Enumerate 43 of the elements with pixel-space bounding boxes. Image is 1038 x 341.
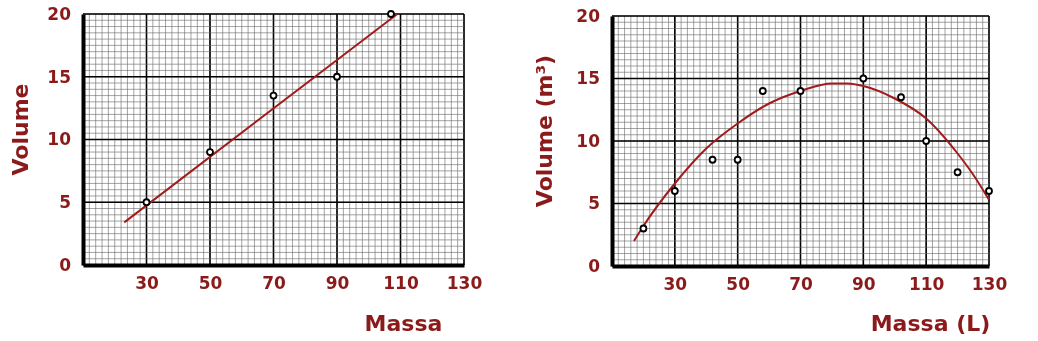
point [953,168,962,177]
x-tick-label: 50 [198,273,223,294]
x-tick-label: 30 [135,273,159,294]
point [859,74,868,83]
point [758,87,767,95]
x-tick-label: 50 [726,274,751,295]
y-tick-label: 20 [576,5,601,26]
y-axis-title: Volume (m³) [532,54,557,208]
y-tick-label: 20 [47,3,72,24]
x-axis-title: Massa (L) [870,311,991,336]
y-tick-label: 5 [588,193,600,214]
x-tick-label: 30 [663,274,688,295]
y-tick-label: 10 [576,130,601,151]
x-tick-label: 130 [446,273,483,294]
point [333,72,341,81]
point [387,10,395,18]
x-tick-label: 90 [325,273,350,294]
point [708,155,717,164]
y-axis-title: Volume [8,83,33,176]
y-tick-label: 0 [59,254,72,275]
point [639,224,648,233]
point [733,155,742,164]
x-tick-label: 70 [789,274,813,295]
y-tick-label: 10 [47,129,72,150]
point [922,137,931,145]
x-tick-label: 90 [852,274,876,295]
x-tick-label: 130 [971,274,1008,295]
point [670,187,679,195]
point [985,187,993,195]
point [142,198,151,207]
x-tick-label: 110 [383,273,419,294]
x-tick-label: 70 [262,273,286,294]
point [206,148,214,156]
point [897,93,905,102]
x-axis-title: Massa [364,311,443,336]
y-tick-label: 15 [47,66,71,87]
point [796,87,805,95]
line-series [632,82,990,242]
y-tick-label: 0 [588,255,601,276]
y-tick-label: 5 [59,192,71,213]
y-tick-label: 15 [576,68,600,89]
point [269,91,278,100]
x-tick-label: 110 [908,274,945,295]
